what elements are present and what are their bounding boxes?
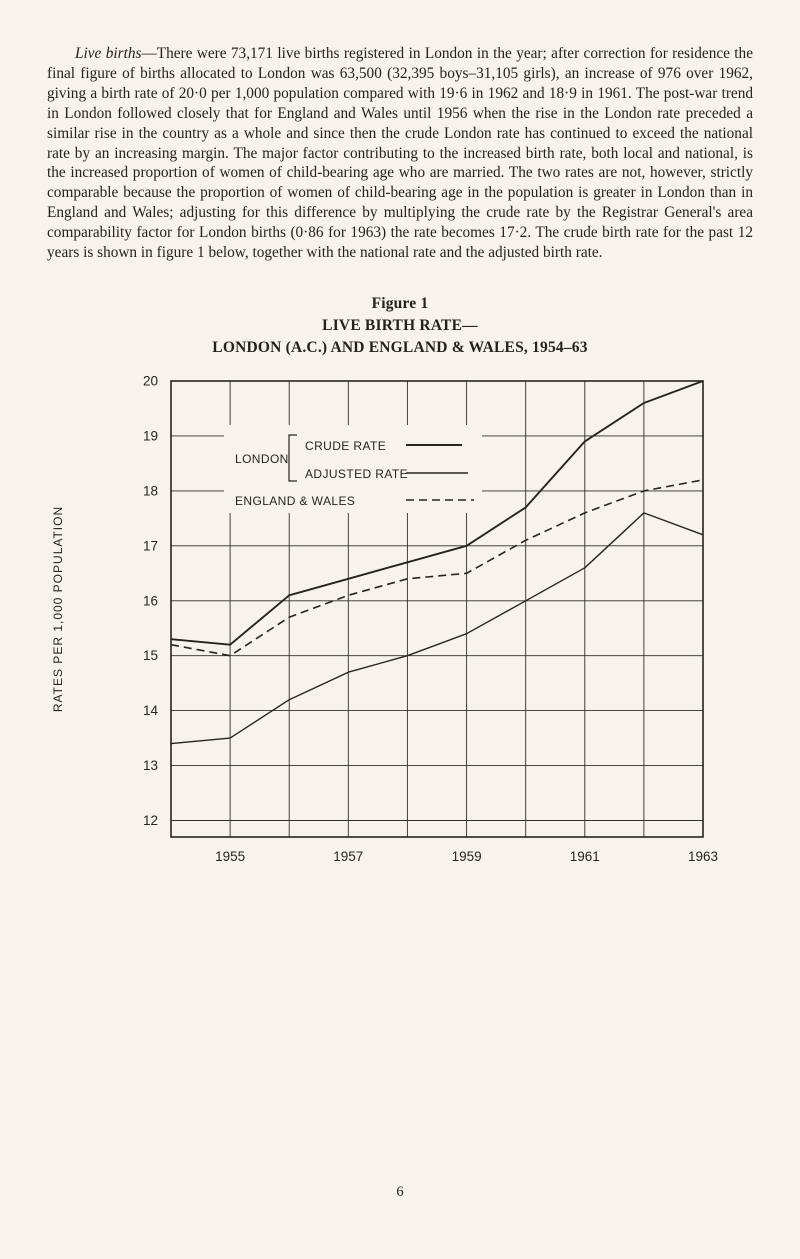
y-tick-label: 17 <box>143 538 158 553</box>
y-axis-title: RATES PER 1,000 POPULATION <box>51 506 65 712</box>
y-tick-label: 18 <box>143 483 158 498</box>
series-line-1 <box>170 380 704 646</box>
chart-series-layer <box>170 380 704 745</box>
paragraph-body: —There were 73,171 live births registere… <box>47 45 753 262</box>
y-tick-label: 15 <box>143 648 158 663</box>
x-tick-label: 1961 <box>570 849 600 864</box>
legend-bracket <box>288 434 297 482</box>
y-tick-label: 19 <box>143 428 158 443</box>
figure-title-line1: LIVE BIRTH RATE— <box>322 316 478 334</box>
figure-title-line2: LONDON (A.C.) AND ENGLAND & WALES, 1954–… <box>212 338 588 356</box>
chart: RATES PER 1,000 POPULATION 12 13 14 15 16 17 1… <box>38 371 800 881</box>
page-number: 6 <box>396 1184 404 1200</box>
y-tick-label: 14 <box>143 703 159 718</box>
legend-background <box>224 424 482 513</box>
intro-paragraph: Live births—There were 73,171 live birth… <box>47 0 753 263</box>
figure-label: Figure 1 <box>371 294 429 312</box>
y-tick-label: 13 <box>143 758 158 773</box>
figure-caption: Figure 1 LIVE BIRTH RATE— LONDON (A.C.) … <box>0 293 800 359</box>
legend-crude-label: CRUDE RATE <box>305 439 386 453</box>
y-tick-label: 12 <box>143 813 158 828</box>
series-line-2 <box>170 512 704 745</box>
legend-ew-label: ENGLAND & WALES <box>235 494 355 508</box>
chart-legend: LONDON CRUDE RATE ADJUSTED RATE ENGLAND … <box>224 424 482 513</box>
y-tick-label: 16 <box>143 593 158 608</box>
x-tick-label: 1963 <box>688 849 718 864</box>
chart-svg: RATES PER 1,000 POPULATION 1213141516171… <box>51 373 718 864</box>
paragraph-lead: Live births <box>75 45 142 62</box>
legend-adjusted-label: ADJUSTED RATE <box>305 467 408 481</box>
series-line-3 <box>170 479 704 657</box>
chart-tick-labels: 12 13 14 15 16 17 18 19 20 1955 1957 1959 1961 1963 <box>143 373 718 864</box>
x-tick-label: 1955 <box>215 849 245 864</box>
y-tick-label: 20 <box>143 373 158 388</box>
x-tick-label: 1957 <box>333 849 363 864</box>
x-tick-label: 1959 <box>452 849 482 864</box>
legend-london-label: LONDON <box>235 452 289 466</box>
